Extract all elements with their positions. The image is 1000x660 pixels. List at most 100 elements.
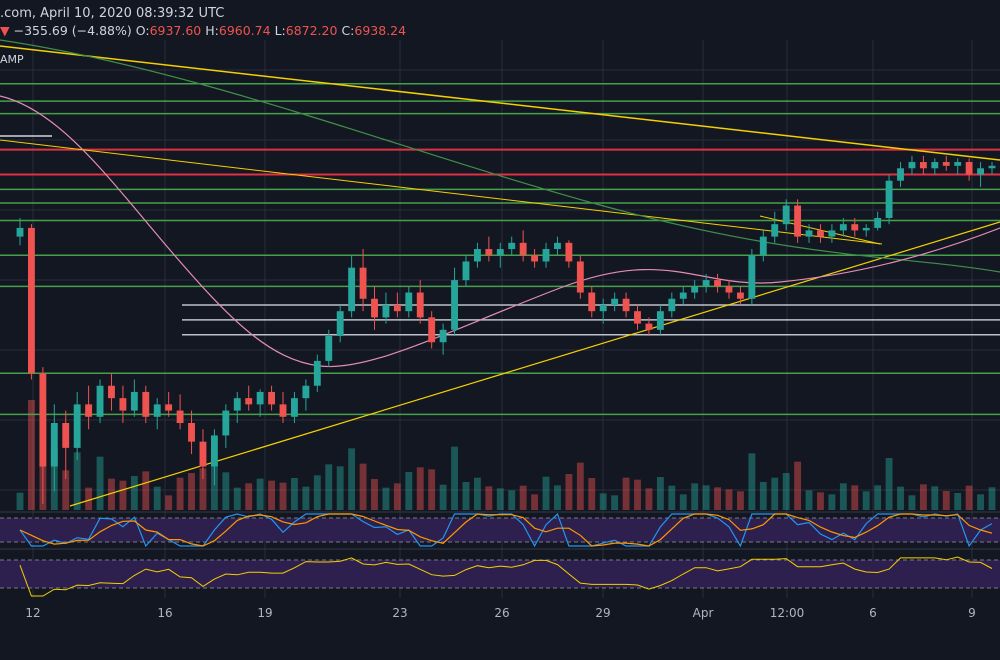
volume-bar xyxy=(565,474,573,510)
chart-header: .com, April 10, 2020 08:39:32 UTC ▼ −355… xyxy=(0,0,1000,44)
trendline-upper xyxy=(0,45,1000,161)
candle-body xyxy=(268,391,276,405)
candle-body xyxy=(473,249,481,262)
stoch-k-line xyxy=(19,512,993,548)
indicator-tag: AMP xyxy=(0,53,24,66)
candle-body xyxy=(805,230,813,237)
candle-body xyxy=(462,261,470,281)
volume-bar xyxy=(233,487,241,510)
volume-bar xyxy=(359,463,367,510)
candle-body xyxy=(977,168,984,175)
candle-body xyxy=(62,423,70,448)
volume-bar xyxy=(634,479,641,510)
change-value: −355.69 (−4.88%) xyxy=(13,23,132,38)
volume-bar xyxy=(599,493,607,510)
candle-body xyxy=(485,249,493,256)
low-value: 6872.20 xyxy=(285,23,338,38)
candle-body xyxy=(622,298,630,312)
volume-bar xyxy=(496,488,504,510)
volume-bar xyxy=(828,494,836,510)
candle-body xyxy=(897,168,904,181)
volume-bar xyxy=(588,478,596,510)
candle-body xyxy=(988,165,996,169)
candle-body xyxy=(393,304,401,312)
candle-body xyxy=(16,227,24,237)
open-label: O: xyxy=(135,23,150,38)
candle-body xyxy=(588,292,596,312)
candle-body xyxy=(199,441,207,467)
volume-bar xyxy=(942,491,950,510)
candle-body xyxy=(714,280,721,287)
volume-bar xyxy=(371,479,378,510)
candle-body xyxy=(451,280,458,330)
candle-body xyxy=(668,298,676,312)
candle-body xyxy=(931,162,939,169)
volume-bar xyxy=(668,485,676,510)
horizontal-levels[interactable] xyxy=(0,83,1000,416)
candle-body xyxy=(73,404,81,448)
candle-body xyxy=(96,385,104,417)
volume-bar xyxy=(119,480,127,510)
candle-body xyxy=(702,280,710,287)
candlesticks xyxy=(16,155,996,504)
volume-bar xyxy=(85,487,93,510)
candle-body xyxy=(405,292,413,312)
volume-bar xyxy=(748,453,756,510)
volume-bar xyxy=(576,462,584,510)
volume-bar xyxy=(439,484,447,510)
volume-bar xyxy=(839,483,847,510)
low-label: L: xyxy=(274,23,286,38)
trend-lines[interactable] xyxy=(0,39,1000,507)
volume-bar xyxy=(782,473,790,510)
volume-bars xyxy=(16,400,996,510)
volume-bar xyxy=(714,487,721,510)
rsi-band xyxy=(0,560,1000,588)
candle-body xyxy=(130,391,138,411)
candle-body xyxy=(691,286,699,293)
candle-body xyxy=(839,224,847,231)
candle-body xyxy=(50,423,58,467)
volume-bar xyxy=(622,477,630,510)
ma-fast-line xyxy=(0,95,1000,368)
volume-bar xyxy=(428,469,436,510)
candle-body xyxy=(919,162,927,169)
candle-body xyxy=(885,180,893,218)
volume-bar xyxy=(142,471,150,510)
volume-bar xyxy=(108,478,115,510)
candle-body xyxy=(142,391,150,417)
candle-body xyxy=(39,373,47,467)
volume-bar xyxy=(256,478,264,510)
candle-body xyxy=(222,410,230,436)
change-arrow-icon: ▼ xyxy=(0,23,10,38)
volume-bar xyxy=(485,486,493,510)
candle-body xyxy=(508,242,516,250)
candle-body xyxy=(85,404,93,417)
candle-body xyxy=(828,230,836,237)
trendline-support xyxy=(69,221,1000,507)
volume-bar xyxy=(416,467,424,510)
volume-bar xyxy=(725,489,733,510)
candle-body xyxy=(874,217,882,228)
candle-body xyxy=(862,227,870,231)
volume-bar xyxy=(96,456,104,510)
volume-bar xyxy=(691,483,699,510)
close-label: C: xyxy=(341,23,355,38)
volume-bar xyxy=(268,480,276,510)
candle-body xyxy=(942,162,950,166)
rsi-line xyxy=(19,556,993,597)
volume-bar xyxy=(759,482,767,510)
volume-bar xyxy=(130,476,138,510)
oscillator-lines xyxy=(19,512,993,597)
volume-bar xyxy=(805,490,813,510)
candle-body xyxy=(359,267,367,299)
volume-bar xyxy=(302,486,310,510)
volume-bar xyxy=(153,486,161,510)
x-tick: 9 xyxy=(968,606,976,620)
volume-bar xyxy=(977,494,984,510)
x-tick: 19 xyxy=(257,606,273,620)
volume-bar xyxy=(279,482,287,510)
candle-body xyxy=(736,292,744,299)
candle-body xyxy=(382,304,390,318)
candle-body xyxy=(759,236,767,256)
